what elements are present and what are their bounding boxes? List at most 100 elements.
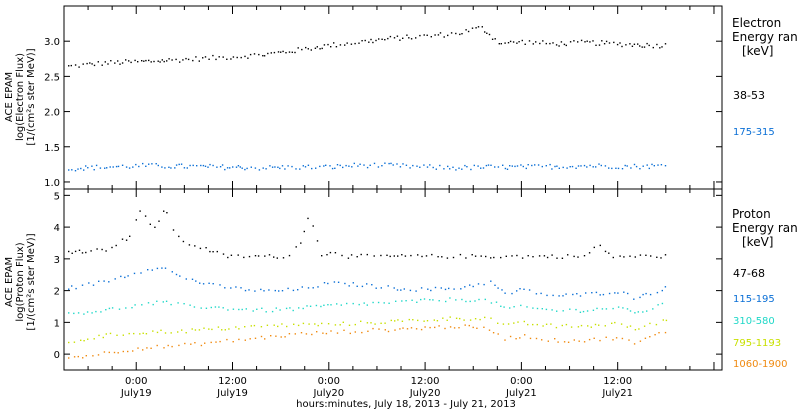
data-point-175-315: [537, 164, 540, 166]
data-point-115-195: [656, 291, 659, 294]
data-point-38-53: [434, 34, 436, 36]
data-point-175-315: [209, 163, 211, 166]
data-point-1060-1900: [394, 329, 396, 331]
data-point-795-1193: [228, 328, 230, 330]
data-point-47-68: [410, 254, 412, 257]
data-point-795-1193: [317, 324, 319, 327]
data-point-47-68: [166, 212, 168, 214]
data-point-310-580: [575, 308, 577, 311]
data-point-1060-1900: [639, 340, 642, 342]
data-point-38-53: [168, 58, 170, 60]
data-point-38-53: [297, 47, 299, 49]
data-point-310-580: [405, 300, 407, 302]
data-point-38-53: [368, 41, 370, 43]
data-point-795-1193: [152, 330, 154, 332]
data-point-1060-1900: [284, 336, 286, 338]
data-point-115-195: [75, 287, 77, 290]
data-point-310-580: [605, 308, 608, 310]
data-point-115-195: [403, 288, 405, 290]
data-point-47-68: [172, 229, 175, 231]
data-point-115-195: [430, 289, 432, 292]
data-point-795-1193: [620, 323, 623, 325]
data-point-47-68: [254, 255, 257, 257]
data-point-795-1193: [397, 319, 399, 321]
data-point-1060-1900: [541, 339, 543, 341]
data-point-38-53: [212, 54, 214, 57]
data-point-38-53: [74, 64, 77, 66]
data-point-115-195: [263, 290, 265, 292]
data-point-115-195: [540, 292, 542, 295]
data-point-38-53: [163, 60, 165, 63]
data-point-38-53: [148, 59, 150, 62]
data-point-47-68: [366, 253, 368, 256]
data-point-1060-1900: [535, 337, 538, 340]
data-point-310-580: [532, 307, 534, 309]
data-point-115-195: [400, 289, 402, 291]
data-point-38-53: [277, 51, 280, 53]
data-point-175-315: [115, 165, 118, 168]
proton-legend-310-580: 310-580: [733, 316, 775, 327]
data-point-175-315: [342, 166, 344, 169]
data-point-38-53: [179, 61, 181, 63]
data-point-115-195: [254, 290, 256, 292]
data-point-310-580: [205, 307, 208, 309]
data-point-38-53: [333, 42, 335, 44]
data-point-175-315: [534, 164, 536, 166]
data-point-795-1193: [122, 334, 124, 336]
data-point-115-195: [546, 294, 548, 297]
data-point-38-53: [450, 32, 453, 34]
data-point-1060-1900: [458, 327, 460, 329]
data-point-795-1193: [250, 325, 252, 327]
data-point-38-53: [330, 46, 332, 48]
data-point-38-53: [545, 42, 547, 45]
data-point-47-68: [212, 251, 214, 253]
data-point-38-53: [656, 43, 658, 46]
data-point-1060-1900: [194, 342, 196, 344]
data-point-310-580: [569, 308, 571, 310]
data-point-38-53: [518, 41, 520, 43]
data-point-47-68: [295, 246, 297, 248]
data-point-1060-1900: [378, 328, 380, 330]
data-point-310-580: [429, 299, 431, 301]
data-point-175-315: [80, 167, 82, 170]
data-point-38-53: [215, 58, 217, 61]
data-point-175-315: [87, 167, 89, 169]
data-point-1060-1900: [122, 350, 124, 353]
data-point-1060-1900: [612, 339, 614, 341]
data-point-1060-1900: [588, 338, 591, 341]
data-point-47-68: [209, 250, 211, 253]
data-point-795-1193: [527, 323, 529, 326]
data-point-38-53: [232, 56, 235, 58]
data-point-795-1193: [211, 328, 213, 331]
data-point-1060-1900: [137, 347, 139, 349]
data-point-38-53: [542, 40, 544, 42]
data-point-115-195: [552, 294, 554, 297]
data-point-175-315: [556, 165, 558, 167]
data-point-115-195: [595, 291, 598, 294]
data-point-795-1193: [577, 326, 580, 328]
data-point-175-315: [83, 169, 85, 171]
proton-ytick-label: 5: [54, 191, 60, 202]
data-point-1060-1900: [249, 338, 251, 340]
data-point-795-1193: [629, 325, 632, 327]
data-point-795-1193: [532, 323, 534, 326]
data-point-1060-1900: [300, 332, 303, 334]
data-point-47-68: [561, 257, 564, 259]
electron-ylabel-line1: ACE EPAM: [4, 72, 15, 122]
data-point-115-195: [235, 286, 237, 288]
data-point-38-53: [423, 34, 425, 36]
data-point-310-580: [320, 305, 322, 308]
data-point-38-53: [494, 38, 496, 40]
data-point-1060-1900: [434, 326, 436, 329]
data-point-175-315: [357, 165, 359, 167]
data-point-795-1193: [550, 323, 552, 325]
data-point-310-580: [289, 307, 291, 309]
data-point-47-68: [404, 255, 407, 257]
data-point-115-195: [599, 294, 601, 296]
data-point-38-53: [465, 29, 467, 31]
data-point-115-195: [92, 284, 95, 286]
data-point-115-195: [387, 285, 389, 287]
data-point-38-53: [528, 40, 531, 42]
data-point-175-315: [520, 164, 522, 166]
data-point-1060-1900: [343, 329, 345, 331]
